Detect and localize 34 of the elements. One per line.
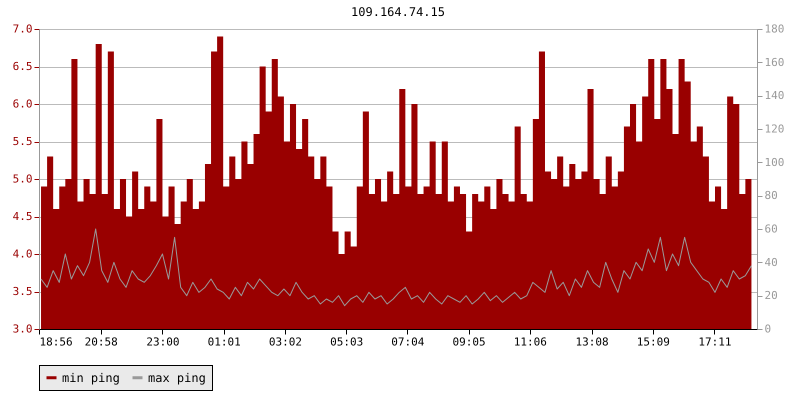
x-tick-label: 09:05 [452,336,486,348]
x-tick-label: 03:02 [268,336,302,348]
y-tick-label: 6.5 [12,60,32,73]
y-tick-label: 4.0 [12,248,32,260]
y2-tick-label: 20 [764,289,778,302]
y2-tick-label: 80 [764,189,778,202]
x-tick-label: 11:06 [514,336,547,348]
y-tick-label: 7.0 [12,22,32,36]
x-tick-label: 23:00 [146,336,180,348]
y2-tick-label: 120 [764,122,784,136]
y2-tick-label: 140 [764,89,784,102]
y-tick-label: 5.0 [12,172,32,186]
x-tick-label: 07:04 [391,336,425,348]
legend-label: max ping [148,370,206,385]
x-tick-label: 15:09 [636,336,670,348]
y-tick-label: 5.5 [12,135,32,148]
x-tick-label: 17:11 [698,336,732,348]
y2-tick-label: 100 [764,156,784,169]
x-tick-label: 13:08 [575,336,609,348]
y-tick-label: 6.0 [12,98,32,110]
legend-label: min ping [62,370,120,385]
y2-tick-label: 160 [764,56,784,69]
y-tick-label: 3.5 [12,285,32,298]
x-tick-label: 18:56 [40,336,73,348]
y2-tick-label: 180 [764,22,784,36]
y-tick-label: 4.5 [12,210,32,223]
y2-tick-label: 60 [764,222,778,236]
y-tick-label: 3.0 [12,322,32,336]
y2-tick-label: 0 [764,322,772,336]
x-tick-label: 20:58 [84,336,118,348]
x-tick-label: 05:03 [330,336,364,348]
x-tick-label: 01:01 [208,336,241,348]
chart-title: 109.164.74.15 [351,5,445,19]
y2-tick-label: 40 [764,256,778,269]
